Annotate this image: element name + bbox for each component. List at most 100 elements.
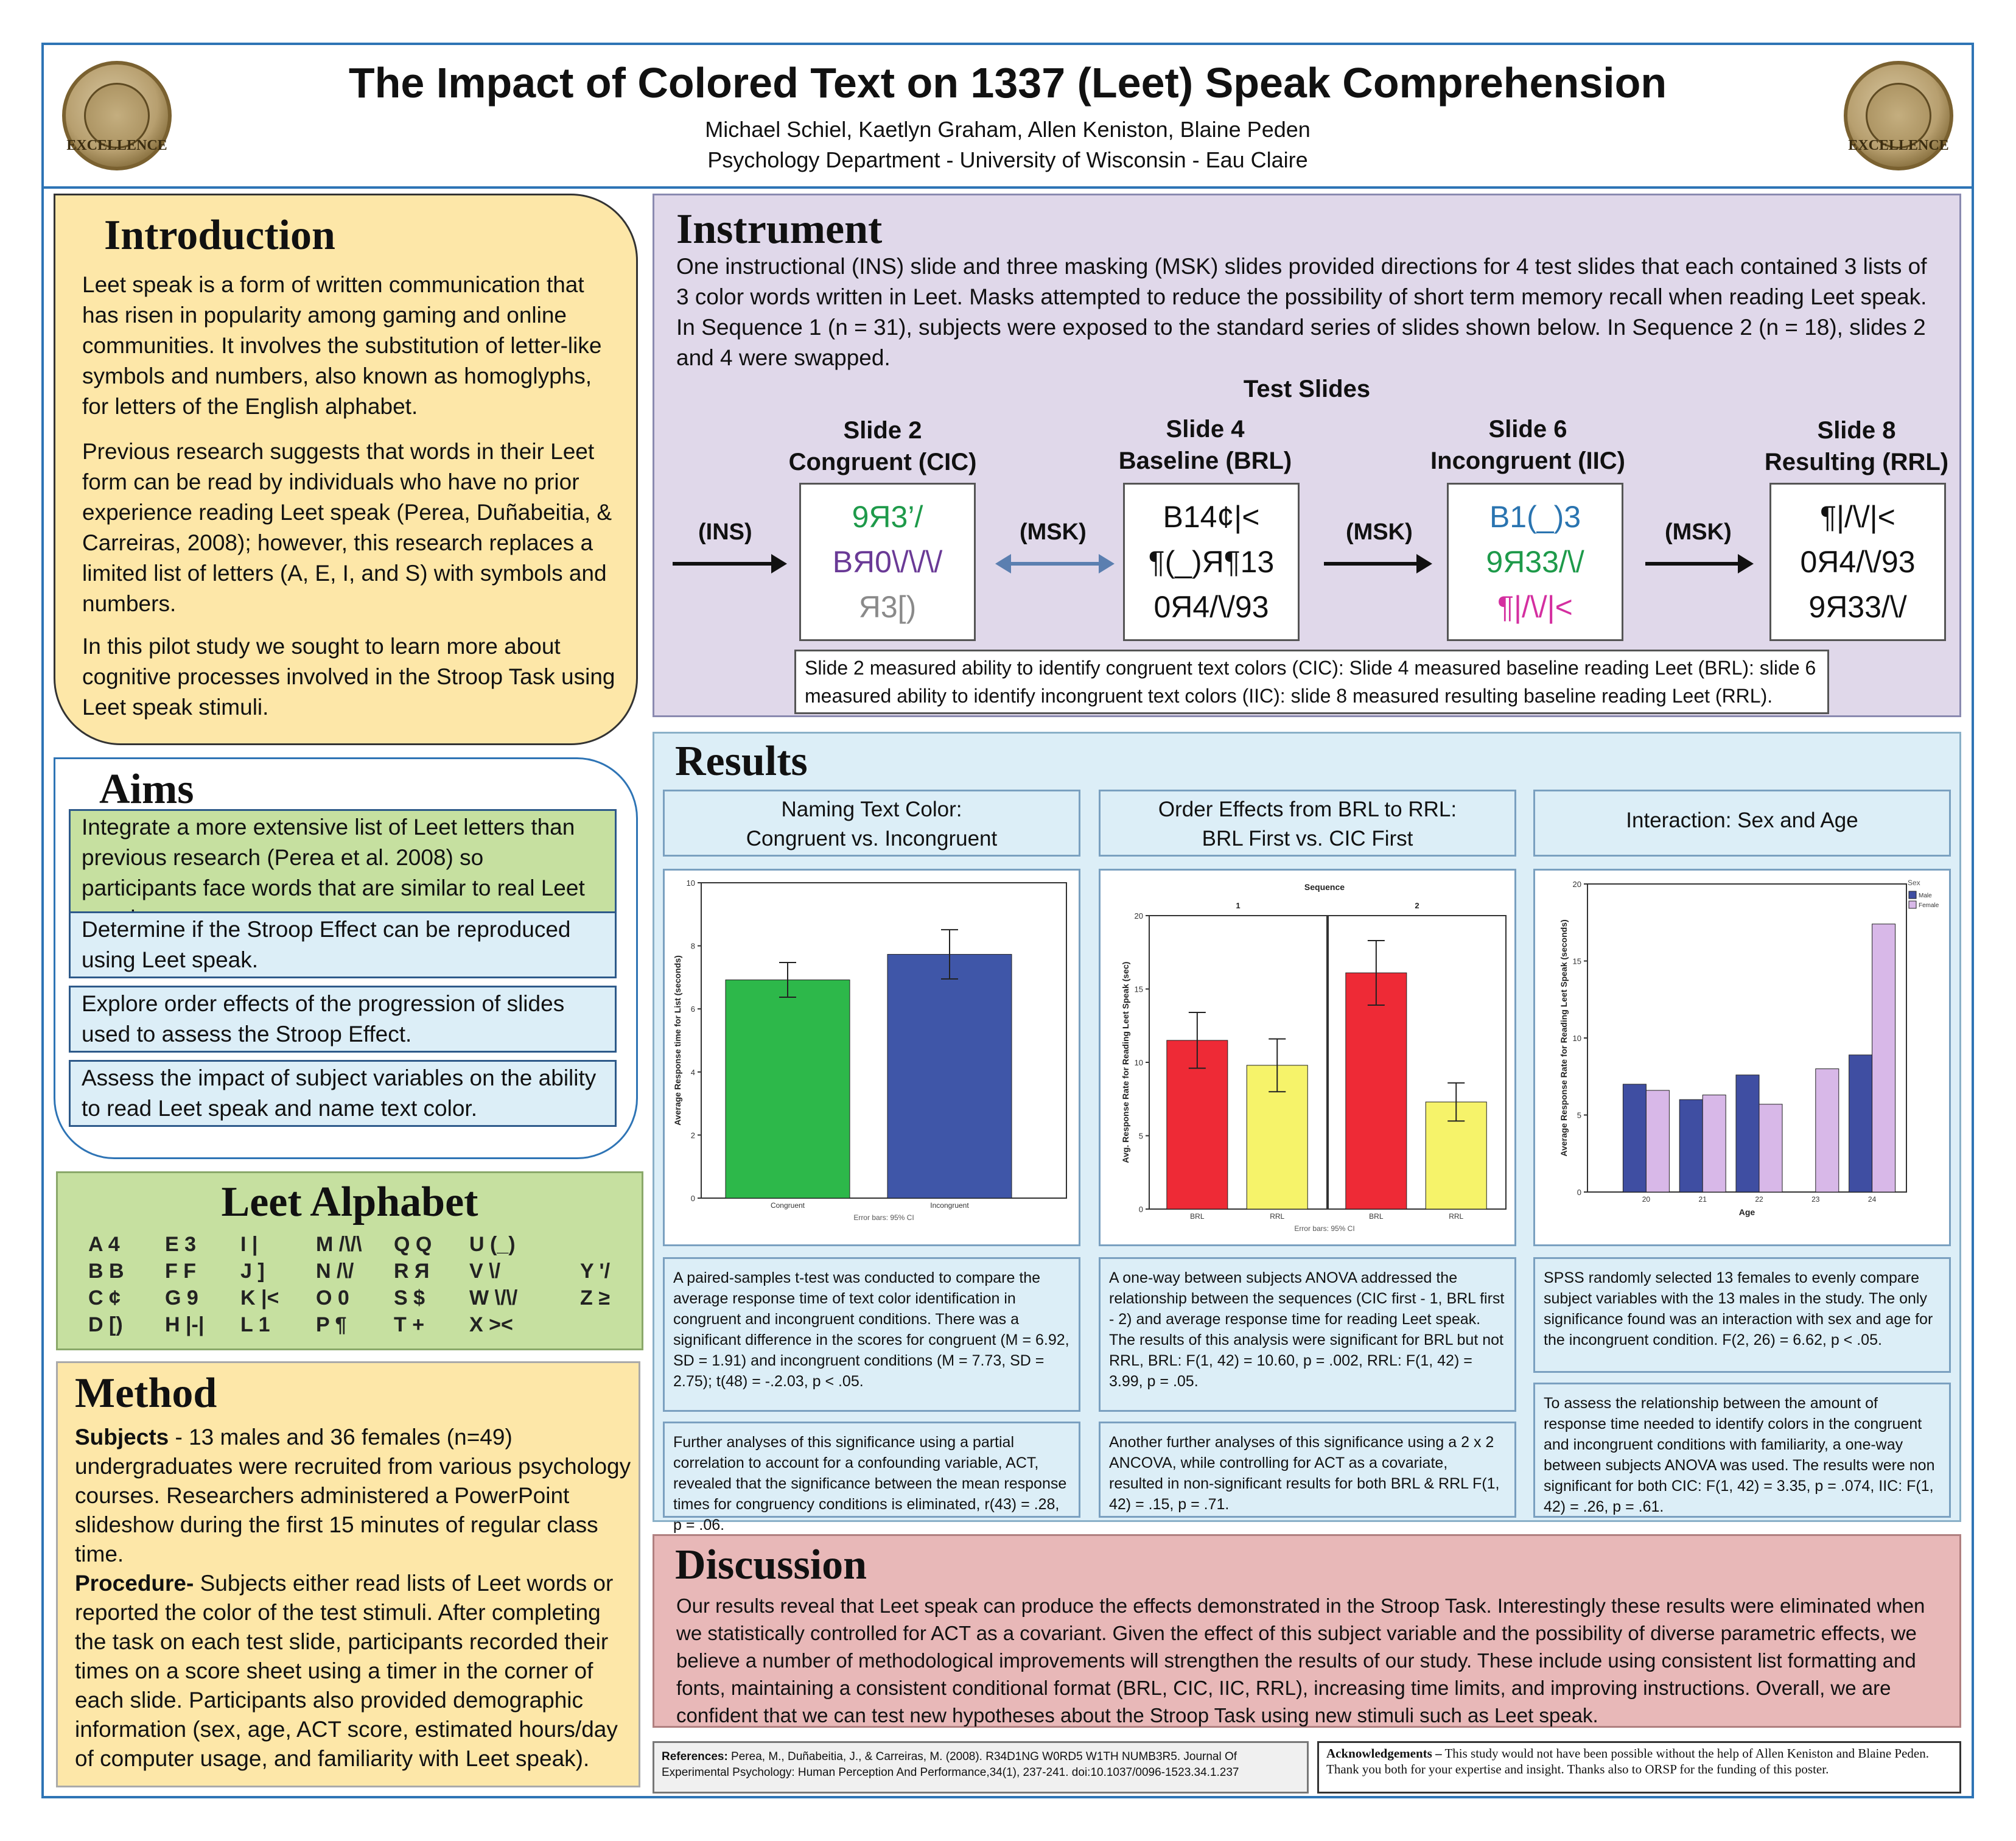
y-tick-label: 6 <box>691 1005 695 1014</box>
x-tick-label: BRL <box>1190 1212 1205 1221</box>
slide-8-title: Slide 8 Resulting (RRL) <box>1764 417 1949 475</box>
slide-word: BЯ0\/\/\/ <box>832 545 943 579</box>
leet-letter: O 0 <box>316 1286 349 1310</box>
y-tick-label: 2 <box>691 1131 695 1140</box>
university-seal-right: EXCELLENCE <box>1844 61 1953 170</box>
introduction-section: Introduction Leet speak is a form of wri… <box>54 194 638 745</box>
slides-caption: Slide 2 measured ability to identify con… <box>794 650 1829 714</box>
y-tick-label: 15 <box>1573 957 1581 966</box>
slide-8-box: ¶|/\/|< 0Я4/\/93 9Я33/\/ <box>1769 483 1946 641</box>
x-tick-label: BRL <box>1369 1212 1384 1221</box>
introduction-heading: Introduction <box>104 212 335 259</box>
y-tick-label: 5 <box>1139 1132 1143 1141</box>
leet-letter: E 3 <box>165 1233 197 1256</box>
facet-label: 1 <box>1236 901 1240 910</box>
discussion-text: Our results reveal that Leet speak can p… <box>676 1594 1925 1727</box>
x-tick-label: 24 <box>1868 1195 1877 1204</box>
leet-letter: S $ <box>394 1286 425 1310</box>
slide-6-box: B1(_)3 9Я33/\/ ¶|/\/|< <box>1447 483 1623 641</box>
x-axis-label: Error bars: 95% CI <box>853 1213 914 1222</box>
subjects-text: - 13 males and 36 females (n=49) undergr… <box>75 1425 631 1566</box>
bar <box>1759 1104 1783 1193</box>
leet-letter: H |-| <box>165 1313 205 1336</box>
legend-swatch <box>1908 891 1917 899</box>
references-text: Perea, M., Duñabeitia, J., & Carreiras, … <box>662 1750 1239 1779</box>
chart-title: Sequence <box>1304 882 1345 892</box>
method-heading: Method <box>75 1370 217 1417</box>
results-text-5: Another further analyses of this signifi… <box>1099 1422 1516 1518</box>
arrow-right-icon <box>673 554 787 573</box>
arrow-right-icon <box>1324 554 1432 573</box>
instrument-section: Instrument One instructional (INS) slide… <box>653 194 1961 717</box>
leet-letter: K |< <box>240 1286 279 1310</box>
bar <box>1645 1090 1670 1193</box>
facet-label: 2 <box>1415 901 1419 910</box>
aim-item: Explore order effects of the progression… <box>69 986 617 1053</box>
y-tick-label: 4 <box>691 1068 695 1077</box>
results-text-3: SPSS randomly selected 13 females to eve… <box>1533 1257 1951 1373</box>
bar <box>1815 1068 1839 1193</box>
leet-alphabet-section: Leet Alphabet A 4 B B C ¢ D [) E 3 F F G 9 H |-… <box>56 1171 643 1350</box>
chart-2: Sequence 0 5 10 15 20 Avg. Response Rate for R… <box>1121 882 1507 1233</box>
slide-word: ¶|/\/|< <box>1497 590 1573 624</box>
slide-4-title: Slide 4 Baseline (BRL) <box>1118 416 1292 474</box>
y-tick-label: 20 <box>1573 880 1581 889</box>
discussion-section: Discussion Our results reveal that Leet … <box>653 1534 1961 1728</box>
acknowledgements-box: Acknowledgements – This study would not … <box>1317 1741 1961 1794</box>
results-text-4: Further analyses of this significance us… <box>663 1422 1080 1534</box>
poster-header: EXCELLENCE EXCELLENCE The Impact of Colo… <box>41 43 1974 189</box>
method-text: Subjects - 13 males and 36 females (n=49… <box>75 1423 632 1773</box>
results-text-2: A one-way between subjects ANOVA address… <box>1099 1257 1516 1412</box>
slide-word: 9Я33/\/ <box>1808 590 1907 624</box>
legend-label: Female <box>1919 902 1939 909</box>
discussion-heading: Discussion <box>675 1541 867 1588</box>
y-tick-label: 15 <box>1135 985 1143 994</box>
leet-letter: Y '/ <box>580 1260 611 1283</box>
bar <box>1849 1054 1873 1193</box>
y-axis-label: Average Response time for List (seconds) <box>673 955 682 1126</box>
seal-text: EXCELLENCE <box>1848 138 1949 153</box>
seal-text: EXCELLENCE <box>66 138 167 153</box>
subjects-label: Subjects <box>75 1425 169 1450</box>
slide-word: B1(_)3 <box>1489 500 1581 534</box>
bar <box>1872 924 1896 1193</box>
leet-letter: D [) <box>88 1313 123 1336</box>
chart-1-panel: 0 2 4 6 8 10 Average Response time for List (s… <box>663 869 1080 1246</box>
results-paragraph: SPSS randomly selected 13 females to eve… <box>1544 1269 1933 1348</box>
instrument-heading: Instrument <box>676 206 883 253</box>
chart-1-title: Naming Text Color: Congruent vs. Incongru… <box>663 790 1080 857</box>
y-tick-label: 0 <box>691 1194 695 1203</box>
msk-label: (MSK) <box>1020 519 1087 545</box>
slide-word: ¶|/\/|< <box>1820 500 1895 534</box>
aim-item: Determine if the Stroop Effect can be re… <box>69 911 617 978</box>
x-tick-label: Incongruent <box>930 1201 969 1210</box>
intro-paragraph-2: Previous research suggests that words in… <box>82 439 612 616</box>
leet-letter: U (_) <box>469 1233 516 1256</box>
chart-3: 0 5 10 15 20 Average Response Rate for Readin… <box>1559 878 1939 1217</box>
leet-letter: F F <box>165 1260 196 1283</box>
x-tick-label: RRL <box>1270 1212 1284 1221</box>
references-label: References: <box>662 1750 728 1763</box>
intro-paragraph-3: In this pilot study we sought to learn m… <box>82 634 615 720</box>
legend-swatch <box>1908 900 1917 909</box>
chart-2-panel: Sequence 0 5 10 15 20 Avg. Response Rate for R… <box>1099 869 1516 1246</box>
poster-title: The Impact of Colored Text on 1337 (Leet… <box>348 59 1667 107</box>
bar <box>1679 1099 1703 1193</box>
results-paragraph: A paired-samples t-test was conducted to… <box>673 1269 1069 1390</box>
leet-letter: R Я <box>394 1260 430 1283</box>
leet-letter: G 9 <box>165 1286 198 1310</box>
chart-1: 0 2 4 6 8 10 Average Response time for List (s… <box>673 878 1067 1222</box>
x-tick-label: RRL <box>1449 1212 1463 1221</box>
slide-2-box: 9Я3’/ BЯ0\/\/\/ Я3[) <box>799 483 976 641</box>
y-tick-label: 10 <box>1135 1058 1143 1067</box>
results-paragraph: A one-way between subjects ANOVA address… <box>1109 1269 1505 1390</box>
bar <box>1735 1075 1760 1193</box>
leet-letter: X >< <box>469 1313 513 1336</box>
slide-word: 0Я4/\/93 <box>1153 590 1269 624</box>
leet-letter: J ] <box>240 1260 265 1283</box>
results-paragraph: Another further analyses of this signifi… <box>1109 1434 1500 1513</box>
x-tick-label: 20 <box>1642 1195 1651 1204</box>
chart-3-title: Interaction: Sex and Age <box>1533 790 1951 857</box>
procedure-label: Procedure- <box>75 1571 194 1596</box>
x-axis-label: Age <box>1739 1207 1755 1217</box>
